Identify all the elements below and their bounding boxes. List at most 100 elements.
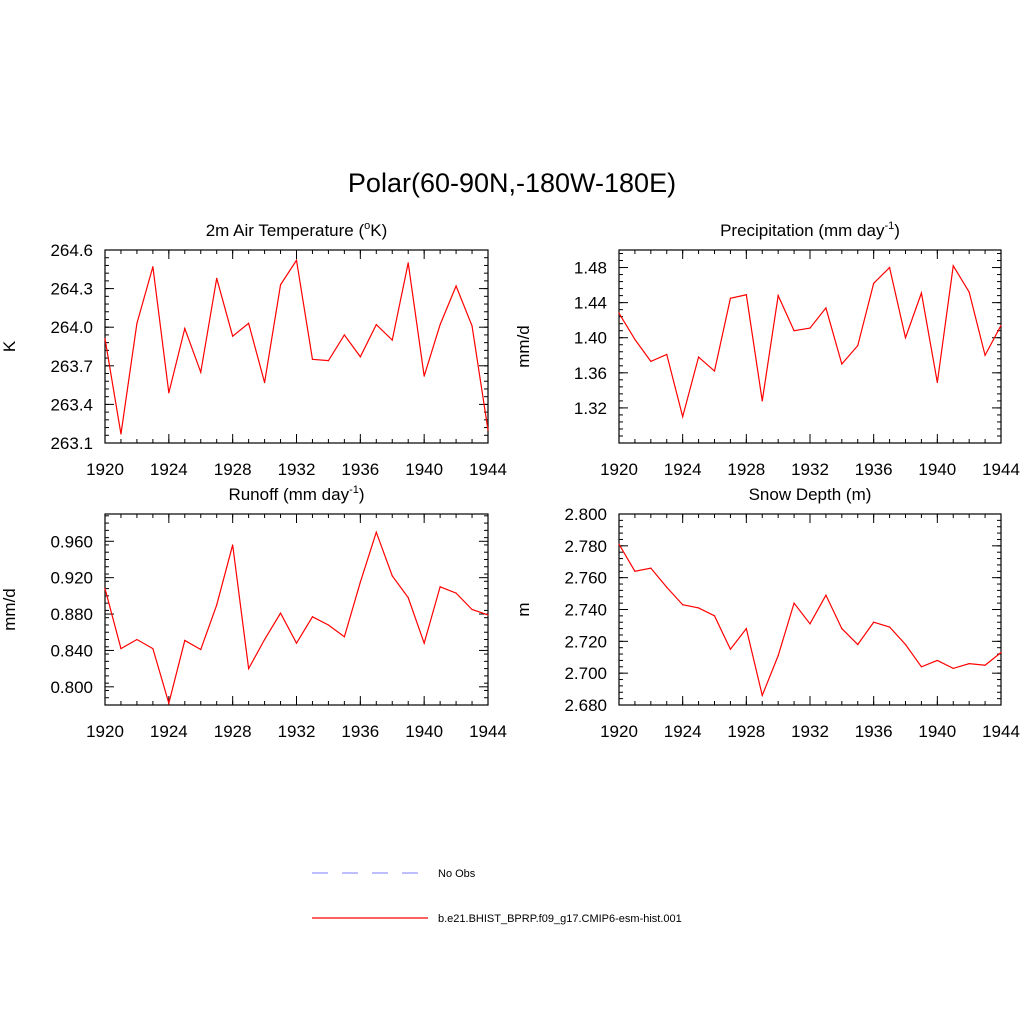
x-tick-label: 1932: [791, 722, 829, 741]
plot-frame: [618, 513, 1002, 706]
x-tick-label: 1928: [727, 722, 765, 741]
data-point: [423, 375, 425, 377]
data-point: [327, 624, 330, 626]
data-point: [745, 294, 747, 296]
data-point: [200, 648, 202, 651]
y-tick-label: 2.780: [564, 537, 607, 556]
chart-title: Runoff (mm day-1): [228, 484, 364, 504]
data-point: [263, 638, 266, 641]
data-point: [809, 327, 811, 329]
data-point: [120, 648, 122, 650]
data-point: [984, 664, 986, 666]
y-tick-label: 2.760: [564, 569, 607, 588]
data-point: [263, 381, 266, 384]
data-point: [343, 636, 345, 638]
data-point: [359, 356, 361, 358]
data-point: [857, 345, 859, 347]
data-point: [455, 285, 457, 287]
data-point: [152, 648, 154, 650]
x-tick-label: 1928: [727, 460, 765, 479]
chart-panel-air-temperature: 2m Air Temperature (oK) K 263.1 263.4 263.7 2…: [0, 220, 507, 479]
data-point: [873, 282, 875, 284]
data-point: [359, 581, 361, 583]
data-point: [777, 655, 779, 657]
chart-title: Precipitation (mm day-1): [720, 220, 900, 240]
y-tick-label: 1.48: [574, 259, 607, 278]
x-tick-label: 1924: [664, 722, 702, 741]
y-tick-label: 263.7: [50, 357, 93, 376]
x-tick-label: 1924: [150, 460, 188, 479]
data-point: [793, 330, 795, 332]
data-point: [295, 259, 298, 261]
data-point: [248, 668, 250, 670]
data-point: [168, 392, 170, 394]
data-point: [471, 608, 473, 611]
y-tick-label: 2.800: [564, 505, 607, 524]
data-point: [439, 324, 441, 326]
data-point: [200, 371, 202, 373]
data-point: [682, 604, 684, 606]
data-point: [666, 353, 668, 355]
data-point: [825, 594, 827, 596]
plot-frame: [618, 249, 1002, 444]
data-point: [184, 639, 186, 642]
data-point: [311, 358, 314, 360]
y-tick-label: 0.800: [50, 678, 93, 697]
series-line: [104, 530, 489, 706]
data-point: [697, 607, 700, 609]
data-point: [423, 642, 425, 644]
y-tick-label: 1.44: [574, 294, 607, 313]
y-axis-label: K: [0, 340, 19, 352]
data-point: [455, 592, 457, 594]
chart-panel-precipitation: Precipitation (mm day-1) mm/d 1.32 1.36 1.40…: [514, 220, 1020, 479]
data-point: [184, 327, 186, 330]
x-tick-label: 1940: [405, 722, 443, 741]
y-tick-label: 1.36: [574, 364, 607, 383]
series-line: [104, 258, 489, 435]
series-line: [618, 264, 1002, 420]
page-title: Polar(60-90N,-180W-180E): [347, 168, 677, 198]
data-point: [777, 295, 779, 297]
y-tick-label: 264.3: [50, 280, 93, 299]
y-tick-label: 0.920: [50, 569, 93, 588]
legend-label: b.e21.BHIST_BPRP.f09_g17.CMIP6-esm-hist.…: [438, 913, 682, 925]
data-point: [216, 277, 218, 279]
data-point: [888, 266, 891, 269]
data-point: [666, 586, 668, 588]
data-point: [375, 531, 377, 533]
data-point: [375, 324, 377, 326]
x-tick-label: 1920: [600, 722, 638, 741]
x-tick-label: 1936: [855, 460, 893, 479]
legend: No Obs b.e21.BHIST_BPRP.f09_g17.CMIP6-esm…: [312, 868, 682, 925]
data-point: [618, 543, 620, 545]
y-tick-label: 263.1: [50, 434, 93, 453]
y-tick-label: 2.700: [564, 664, 607, 683]
y-axis-label: mm/d: [0, 588, 19, 631]
data-point: [825, 307, 827, 309]
data-point: [216, 604, 218, 606]
data-point: [650, 567, 652, 569]
data-point: [439, 586, 441, 588]
x-tick-label: 1920: [86, 460, 124, 479]
data-point: [968, 291, 970, 293]
data-point: [391, 575, 393, 577]
y-axis-label: mm/d: [514, 325, 533, 368]
data-point: [873, 621, 875, 623]
y-axis-label: m: [514, 602, 533, 616]
data-point: [168, 702, 170, 704]
data-point: [487, 429, 489, 431]
data-point: [407, 262, 409, 264]
x-tick-label: 1932: [278, 722, 316, 741]
data-point: [295, 642, 298, 644]
data-point: [920, 666, 923, 668]
data-point: [327, 360, 330, 362]
data-point: [120, 433, 122, 435]
data-point: [471, 325, 473, 327]
data-point: [857, 643, 859, 646]
data-point: [841, 363, 843, 365]
data-point: [232, 544, 234, 546]
data-point: [391, 339, 393, 341]
x-tick-label: 1928: [214, 722, 252, 741]
data-point: [713, 615, 716, 617]
